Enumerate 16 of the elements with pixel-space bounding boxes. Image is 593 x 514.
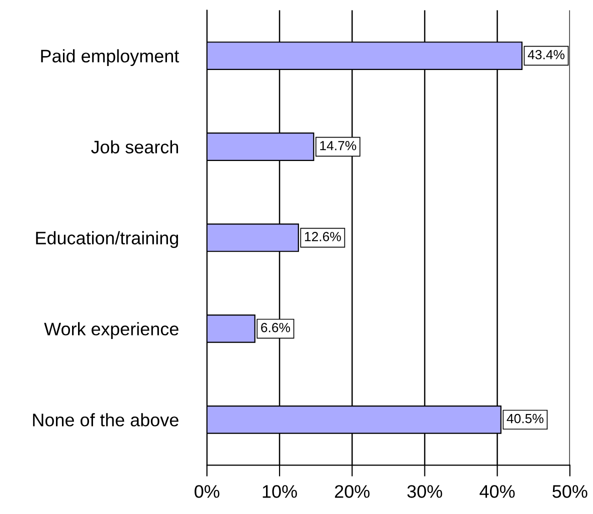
y-tick-label: Paid employment	[41, 49, 180, 66]
data-label: 14.7%	[320, 141, 356, 150]
data-label: 43.4%	[528, 50, 564, 60]
x-tick-label: 50%	[552, 485, 588, 498]
x-tick-label: 40%	[480, 485, 515, 498]
data-label: 40.5%	[506, 414, 544, 424]
x-tick-label: 0%	[194, 485, 220, 498]
y-tick-label: None of the above	[33, 413, 178, 426]
x-tick-label: 20%	[334, 485, 370, 498]
x-tick-label: 10%	[262, 485, 297, 498]
data-label: 6.6%	[261, 322, 290, 332]
data-label: 12.6%	[304, 232, 341, 242]
y-tick-label: Job search	[91, 140, 178, 154]
y-tick-label: Work experience	[44, 322, 178, 339]
y-tick-label: Education/training	[36, 231, 178, 248]
x-tick-label: 30%	[407, 485, 442, 498]
